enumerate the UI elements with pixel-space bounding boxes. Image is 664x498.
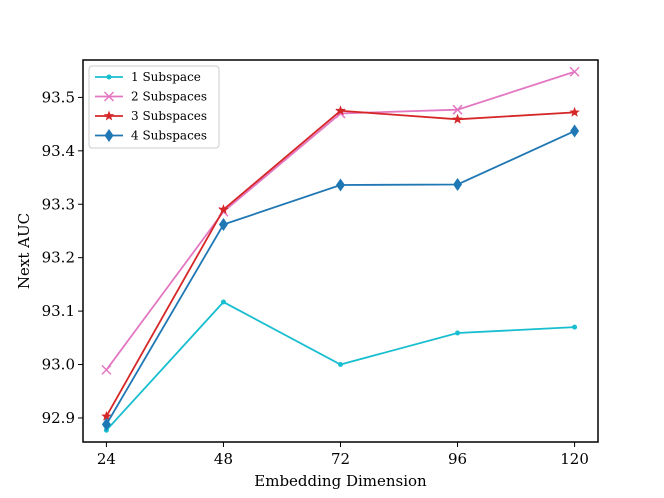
legend-marker bbox=[103, 110, 115, 121]
legend: 1 Subspace 2 Subspaces 3 Subspaces 4 Subspa… bbox=[88, 65, 220, 149]
y-tick-label: 93.0 bbox=[42, 356, 75, 374]
plot-area bbox=[101, 66, 580, 433]
series-4 bbox=[101, 124, 580, 431]
data-point bbox=[455, 330, 461, 336]
legend-item: 4 Subspaces bbox=[95, 129, 207, 143]
series-3 bbox=[101, 105, 580, 421]
series-line bbox=[105, 130, 575, 425]
legend-marker bbox=[104, 129, 114, 142]
y-axis-label: Next AUC bbox=[15, 213, 33, 289]
data-point bbox=[335, 105, 346, 116]
data-point bbox=[453, 177, 463, 191]
x-tick-label: 96 bbox=[448, 450, 467, 468]
y-tick-label: 93.1 bbox=[42, 302, 75, 320]
x-axis-label: Embedding Dimension bbox=[254, 472, 427, 490]
legend-item: 2 Subspaces bbox=[95, 90, 207, 104]
data-point bbox=[220, 299, 226, 305]
legend-item: 3 Subspaces bbox=[95, 109, 207, 123]
data-point bbox=[570, 124, 580, 138]
data-point bbox=[338, 362, 343, 368]
data-point bbox=[336, 178, 345, 192]
legend-frame bbox=[88, 65, 220, 149]
data-point bbox=[218, 218, 228, 232]
x-axis: 24 48 72 96 120 bbox=[97, 442, 589, 468]
y-tick-label: 92.9 bbox=[42, 409, 75, 427]
data-point bbox=[569, 106, 580, 117]
data-point bbox=[101, 417, 111, 431]
legend-marker bbox=[103, 91, 115, 102]
y-tick-label: 93.5 bbox=[42, 88, 75, 106]
series-1 bbox=[103, 299, 578, 433]
x-tick-label: 72 bbox=[331, 450, 350, 468]
legend-label: 4 Subspaces bbox=[131, 129, 207, 143]
x-tick-label: 24 bbox=[97, 450, 116, 468]
data-point bbox=[452, 113, 463, 124]
legend-label: 3 Subspaces bbox=[131, 109, 207, 123]
data-point bbox=[572, 324, 578, 330]
data-point bbox=[569, 66, 580, 77]
legend-item: 1 Subspace bbox=[95, 70, 201, 84]
data-point bbox=[101, 410, 112, 421]
data-point bbox=[452, 104, 463, 115]
y-tick-label: 93.2 bbox=[42, 249, 75, 267]
data-point bbox=[218, 204, 229, 215]
x-tick-label: 120 bbox=[560, 450, 589, 468]
y-axis: 92.9 93.0 93.1 93.2 93.3 93.4 93.5 bbox=[42, 88, 83, 427]
data-point bbox=[101, 364, 112, 375]
legend-marker bbox=[106, 74, 112, 80]
series-line bbox=[105, 109, 575, 417]
x-tick-label: 48 bbox=[214, 450, 233, 468]
y-tick-label: 93.4 bbox=[42, 142, 75, 160]
legend-label: 2 Subspaces bbox=[131, 90, 207, 104]
y-tick-label: 93.3 bbox=[42, 195, 75, 213]
legend-label: 1 Subspace bbox=[131, 70, 201, 84]
